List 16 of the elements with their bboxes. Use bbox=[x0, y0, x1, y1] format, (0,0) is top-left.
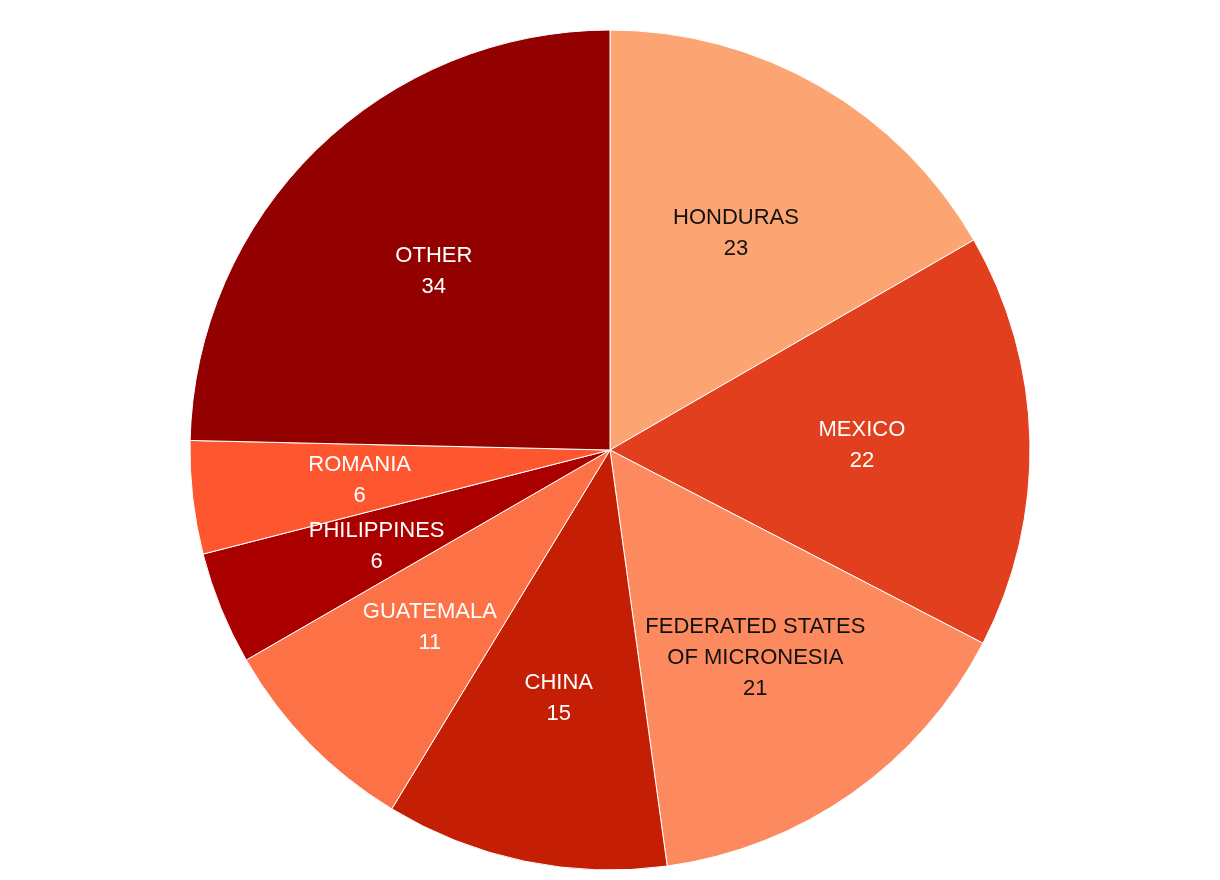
data-label: 34 bbox=[421, 272, 447, 298]
data-label: 6 bbox=[353, 481, 366, 507]
slice-label: ROMANIA bbox=[308, 450, 412, 476]
data-label: 6 bbox=[370, 548, 383, 574]
slice-label: HONDURAS bbox=[673, 203, 799, 229]
slice-label: FEDERATED STATES OF MICRONESIA bbox=[645, 612, 866, 669]
data-label: 22 bbox=[849, 447, 875, 473]
slice-label: CHINA bbox=[524, 668, 594, 694]
data-label: 21 bbox=[743, 674, 768, 700]
data-label: 23 bbox=[723, 234, 749, 260]
data-label: 11 bbox=[418, 629, 442, 655]
slice-label: GUATEMALA bbox=[362, 598, 498, 624]
slice-label: PHILIPPINES bbox=[308, 517, 445, 543]
slice-label: MEXICO bbox=[818, 416, 906, 442]
slice-label: OTHER bbox=[395, 241, 473, 267]
data-label: 15 bbox=[546, 699, 571, 725]
